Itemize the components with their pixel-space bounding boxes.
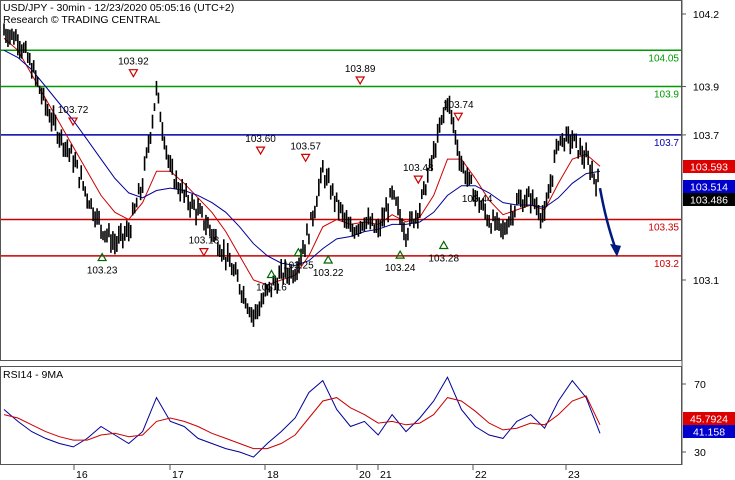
- rsi-badge-label: 45.7924: [690, 414, 728, 426]
- high-marker-icon: [300, 153, 311, 163]
- high-marker-icon: [453, 112, 464, 122]
- level-label: 104.05: [648, 53, 679, 64]
- axes: 104.2 103.9 103.7 103.1 70 30 16 17 18 20 21 22 23: [73, 9, 719, 480]
- price-badge-label: 103.593: [690, 162, 728, 174]
- level-label: 103.7: [654, 138, 679, 149]
- rsi-y-tick-label: 70: [694, 379, 706, 391]
- rsi-badge: [683, 425, 735, 438]
- low-label: 103.28: [428, 253, 459, 264]
- low-marker-icon: [323, 254, 334, 264]
- high-marker-icon: [198, 248, 209, 257]
- price-badge: [683, 180, 735, 193]
- price-badge: [683, 160, 735, 173]
- high-marker-icon: [355, 76, 366, 86]
- rsi-ma-line: [3, 395, 601, 450]
- level-label: 103.2: [654, 259, 679, 270]
- rsi-panel-label: RSI14 - 9MA: [3, 369, 63, 381]
- high-label: 103.92: [118, 57, 149, 68]
- price-badge: [683, 193, 735, 206]
- x-tick-label: 16: [76, 469, 88, 480]
- low-label: 103.24: [385, 263, 416, 274]
- rsi-badge-label: 41.158: [693, 427, 725, 439]
- price-badge-label: 103.486: [690, 195, 728, 207]
- rsi-lines: [3, 376, 601, 458]
- y-tick-label: 103.7: [693, 130, 719, 142]
- x-tick-label: 20: [359, 469, 371, 480]
- high-marker-icon: [255, 146, 266, 156]
- high-marker-icon: [128, 69, 139, 78]
- x-tick-label: 22: [475, 469, 487, 480]
- y-tick-label: 103.1: [693, 275, 719, 287]
- moving-averages: [3, 37, 601, 286]
- high-label: 103.57: [290, 141, 321, 152]
- high-label: 103.89: [345, 64, 376, 75]
- high-marker-icon: [68, 117, 79, 127]
- header-title: USD/JPY - 30min - 12/23/2020 05:05:16 (U…: [3, 2, 234, 14]
- x-tick-label: 23: [568, 469, 580, 480]
- level-label: 103.9: [654, 90, 679, 101]
- rsi-line: [3, 376, 601, 458]
- low-label: 103.16: [256, 282, 287, 293]
- x-tick-label: 21: [380, 469, 392, 480]
- price-badge-label: 103.514: [690, 182, 728, 194]
- header-research: Research © TRADING CENTRAL: [3, 14, 161, 26]
- price-panel-border: [0, 0, 682, 361]
- low-label: 103.22: [313, 268, 344, 279]
- high-label: 103.48: [403, 163, 434, 174]
- level-label: 103.35: [648, 223, 679, 234]
- fast-ma-line: [3, 37, 601, 286]
- high-label: 103.74: [443, 100, 474, 111]
- low-marker-icon: [97, 252, 108, 262]
- high-label: 103.60: [245, 134, 276, 145]
- price-annotations: 103.72 103.23 103.92 103.18 103.60 103.16 103.…: [58, 57, 621, 293]
- low-marker-icon: [293, 247, 304, 257]
- low-label: 103.23: [87, 266, 118, 277]
- target-label: 103.44: [462, 194, 493, 205]
- low-label: 103.25: [283, 261, 314, 272]
- high-label: 103.18: [189, 236, 220, 247]
- high-label: 103.72: [58, 105, 89, 116]
- low-marker-icon: [395, 249, 406, 259]
- y-tick-label: 103.9: [693, 82, 719, 94]
- rsi-badge: [683, 412, 735, 425]
- y-tick-label: 104.2: [693, 9, 719, 21]
- low-marker-icon: [438, 240, 449, 250]
- forecast-arrowhead-icon: [610, 243, 621, 257]
- high-marker-icon: [413, 175, 424, 185]
- x-tick-label: 17: [172, 469, 184, 480]
- slow-ma-line: [3, 49, 601, 267]
- rsi-y-tick-label: 30: [694, 447, 706, 459]
- low-marker-icon: [266, 269, 277, 279]
- price-bars: [3, 23, 599, 327]
- x-tick-label: 18: [267, 469, 279, 480]
